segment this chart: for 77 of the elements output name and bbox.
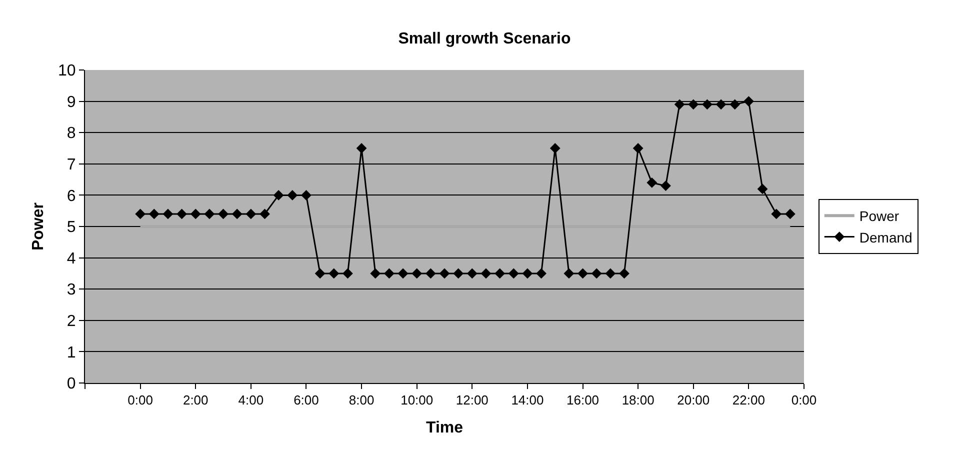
chart-title: Small growth Scenario bbox=[398, 30, 571, 48]
x-tick-label: 22:00 bbox=[732, 392, 765, 408]
y-tick-label: 9 bbox=[66, 94, 76, 111]
point bbox=[730, 99, 740, 110]
y-tick-label: 3 bbox=[66, 282, 76, 299]
y-tick-label: 0 bbox=[66, 376, 76, 393]
point bbox=[176, 208, 187, 220]
point bbox=[522, 268, 533, 279]
point bbox=[273, 190, 284, 200]
point bbox=[605, 268, 616, 279]
point bbox=[619, 268, 630, 279]
point bbox=[702, 99, 712, 110]
point bbox=[771, 208, 782, 220]
point bbox=[536, 268, 546, 279]
point bbox=[564, 268, 574, 279]
point bbox=[370, 268, 381, 279]
x-tick-label: 20:00 bbox=[677, 392, 710, 408]
point bbox=[784, 208, 796, 220]
legend-label: Demand bbox=[859, 229, 912, 246]
point bbox=[342, 268, 353, 279]
point bbox=[466, 268, 478, 279]
y-tick-label: 8 bbox=[66, 125, 76, 142]
point bbox=[646, 177, 658, 188]
y-tick-label: 5 bbox=[66, 219, 76, 236]
x-tick-label: 4:00 bbox=[238, 392, 264, 408]
point bbox=[660, 180, 671, 192]
point bbox=[578, 268, 588, 279]
point bbox=[591, 268, 602, 279]
point bbox=[232, 208, 242, 220]
point bbox=[218, 208, 228, 220]
x-tick-label: 16:00 bbox=[566, 392, 600, 408]
point bbox=[328, 268, 340, 279]
point bbox=[384, 268, 394, 279]
y-tick-label: 4 bbox=[66, 250, 76, 268]
point bbox=[412, 268, 422, 279]
point bbox=[632, 143, 644, 154]
point bbox=[757, 184, 768, 194]
point bbox=[260, 208, 270, 220]
y-tick-label: 7 bbox=[66, 156, 76, 174]
y-axis-title: Power bbox=[30, 202, 47, 251]
x-tick-label: 2:00 bbox=[182, 392, 208, 408]
point bbox=[190, 208, 201, 220]
x-tick-label: 18:00 bbox=[622, 392, 654, 408]
x-tick-label: 14:00 bbox=[511, 392, 544, 408]
point bbox=[287, 190, 298, 200]
point bbox=[204, 208, 215, 220]
point bbox=[716, 99, 726, 110]
x-tick-label: 10:00 bbox=[400, 392, 434, 408]
y-tick-label: 6 bbox=[66, 188, 76, 205]
x-tick-label: 6:00 bbox=[294, 392, 319, 408]
y-tick-label: 1 bbox=[66, 344, 76, 362]
point bbox=[453, 268, 464, 279]
legend-label: Power bbox=[859, 208, 900, 224]
point bbox=[550, 143, 560, 154]
y-tick-label: 2 bbox=[66, 313, 76, 330]
point bbox=[162, 208, 174, 220]
point bbox=[480, 268, 492, 279]
point bbox=[148, 208, 160, 220]
point bbox=[425, 268, 436, 279]
x-tick-label: 0:00 bbox=[791, 392, 817, 408]
x-tick-label: 0:00 bbox=[128, 392, 153, 408]
point bbox=[301, 190, 312, 200]
point bbox=[356, 143, 367, 154]
point bbox=[494, 268, 506, 279]
point bbox=[508, 268, 519, 279]
x-tick-label: 8:00 bbox=[348, 392, 374, 408]
point bbox=[688, 99, 699, 110]
point bbox=[439, 268, 450, 279]
point bbox=[135, 208, 146, 220]
point bbox=[743, 96, 754, 106]
point bbox=[246, 208, 256, 220]
x-axis-title: Time bbox=[426, 419, 464, 436]
point bbox=[674, 99, 685, 110]
y-tick-label: 10 bbox=[58, 62, 76, 80]
x-tick-label: 12:00 bbox=[456, 392, 488, 408]
point bbox=[314, 268, 326, 279]
point bbox=[398, 268, 408, 279]
